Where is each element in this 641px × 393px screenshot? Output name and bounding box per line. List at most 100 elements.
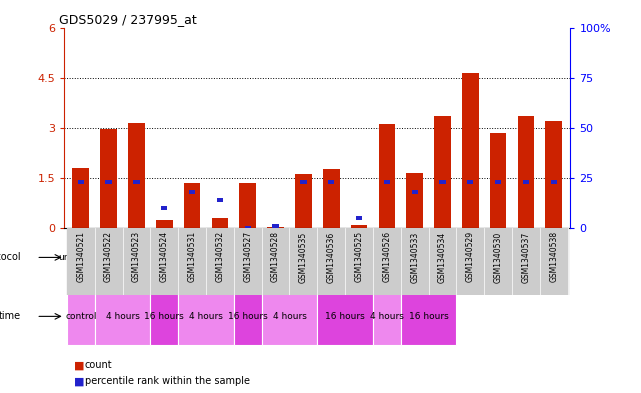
Text: GSM1340527: GSM1340527: [243, 231, 253, 283]
Bar: [323, 169, 340, 228]
Bar: [490, 133, 506, 228]
Text: GSM1340528: GSM1340528: [271, 231, 280, 282]
Bar: [156, 220, 172, 228]
Bar: [439, 180, 445, 184]
Text: ■: ■: [74, 360, 84, 371]
Bar: [122, 228, 151, 295]
Text: 16 hours: 16 hours: [228, 312, 267, 321]
Bar: [545, 121, 562, 228]
Bar: [328, 180, 335, 184]
Bar: [67, 229, 95, 286]
Text: GSM1340531: GSM1340531: [188, 231, 197, 283]
Bar: [373, 228, 401, 295]
Text: GSM1340534: GSM1340534: [438, 231, 447, 283]
Text: GSM1340524: GSM1340524: [160, 231, 169, 283]
Bar: [239, 183, 256, 228]
Bar: [317, 288, 373, 345]
Bar: [373, 288, 401, 345]
Bar: [178, 229, 262, 286]
Text: tankyrase and MEK
inhibitors: tankyrase and MEK inhibitors: [371, 248, 458, 267]
Bar: [456, 228, 484, 295]
Text: ■: ■: [74, 376, 84, 386]
Text: time: time: [0, 311, 21, 321]
Bar: [151, 288, 178, 345]
Text: GSM1340533: GSM1340533: [410, 231, 419, 283]
Text: 16 hours: 16 hours: [325, 312, 365, 321]
Text: GSM1340523: GSM1340523: [132, 231, 141, 283]
Bar: [178, 228, 206, 295]
Bar: [434, 116, 451, 228]
Text: protocol: protocol: [0, 252, 21, 263]
Bar: [262, 229, 373, 286]
Bar: [512, 228, 540, 295]
Bar: [67, 228, 95, 295]
Bar: [317, 228, 345, 295]
Text: GSM1340537: GSM1340537: [522, 231, 531, 283]
Bar: [267, 227, 284, 228]
Bar: [184, 183, 201, 228]
Bar: [189, 190, 196, 194]
Bar: [161, 206, 167, 210]
Bar: [356, 216, 362, 220]
Bar: [290, 228, 317, 295]
Text: untreated: untreated: [58, 253, 103, 262]
Text: GSM1340535: GSM1340535: [299, 231, 308, 283]
Text: GSM1340526: GSM1340526: [382, 231, 392, 283]
Text: MEK inhibitor: MEK inhibitor: [190, 253, 250, 262]
Bar: [300, 180, 306, 184]
Bar: [72, 168, 89, 228]
Text: percentile rank within the sample: percentile rank within the sample: [85, 376, 249, 386]
Bar: [217, 198, 223, 202]
Bar: [518, 116, 535, 228]
Bar: [67, 288, 95, 345]
Bar: [373, 229, 456, 286]
Text: count: count: [85, 360, 112, 371]
Bar: [345, 228, 373, 295]
Text: 16 hours: 16 hours: [144, 312, 184, 321]
Text: 4 hours: 4 hours: [189, 312, 223, 321]
Text: GSM1340532: GSM1340532: [215, 231, 224, 283]
Text: GSM1340536: GSM1340536: [327, 231, 336, 283]
Bar: [245, 226, 251, 230]
Text: control: control: [65, 312, 97, 321]
Bar: [178, 288, 234, 345]
Bar: [78, 180, 84, 184]
Bar: [429, 228, 456, 295]
Text: GSM1340529: GSM1340529: [466, 231, 475, 283]
Bar: [234, 228, 262, 295]
Bar: [128, 123, 145, 228]
Text: 4 hours: 4 hours: [106, 312, 140, 321]
Bar: [540, 228, 568, 295]
Text: GSM1340525: GSM1340525: [354, 231, 363, 283]
Bar: [351, 225, 367, 228]
Text: 16 hours: 16 hours: [409, 312, 449, 321]
Text: GSM1340530: GSM1340530: [494, 231, 503, 283]
Bar: [95, 288, 151, 345]
Bar: [551, 180, 557, 184]
Bar: [272, 224, 279, 228]
Bar: [262, 288, 317, 345]
Bar: [401, 288, 456, 345]
Bar: [212, 218, 228, 228]
Bar: [495, 180, 501, 184]
Bar: [295, 174, 312, 228]
Bar: [95, 228, 122, 295]
Bar: [406, 173, 423, 228]
Bar: [462, 73, 479, 228]
Bar: [151, 228, 178, 295]
Bar: [262, 228, 290, 295]
Text: GSM1340522: GSM1340522: [104, 231, 113, 282]
Bar: [133, 180, 140, 184]
Bar: [467, 180, 474, 184]
Bar: [412, 190, 418, 194]
Bar: [234, 288, 262, 345]
Bar: [206, 228, 234, 295]
Text: GSM1340538: GSM1340538: [549, 231, 558, 283]
Bar: [378, 124, 395, 228]
Text: GSM1340521: GSM1340521: [76, 231, 85, 282]
Bar: [95, 229, 178, 286]
Bar: [100, 129, 117, 228]
Text: GDS5029 / 237995_at: GDS5029 / 237995_at: [59, 13, 197, 26]
Bar: [106, 180, 112, 184]
Text: DMSO: DMSO: [123, 253, 150, 262]
